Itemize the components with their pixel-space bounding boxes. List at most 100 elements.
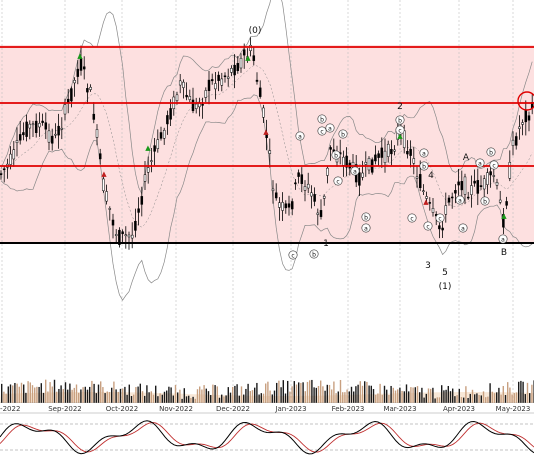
candle-body — [422, 190, 425, 192]
volume-bar — [278, 380, 280, 403]
volume-bar — [245, 388, 247, 403]
oscillator-panel — [0, 412, 534, 462]
volume-bar — [496, 392, 498, 403]
volume-bar — [60, 385, 62, 403]
candle-body — [527, 115, 531, 121]
volume-bar — [104, 393, 106, 403]
candle-body — [454, 190, 457, 194]
volume-bar — [326, 384, 328, 403]
volume-bar — [322, 386, 324, 403]
volume-bar — [179, 389, 181, 403]
candle-body — [450, 196, 454, 199]
volume-bar — [152, 394, 155, 403]
candle-body — [268, 150, 272, 154]
volume-bar — [309, 380, 311, 403]
circled-label: b — [341, 131, 345, 138]
volume-bar — [419, 392, 421, 403]
volume-bar — [284, 393, 287, 403]
volume-bar — [430, 388, 432, 403]
candle-body — [374, 154, 377, 162]
volume-bar — [58, 388, 60, 403]
candle-body — [463, 176, 467, 195]
x-tick-label: Feb-2023 — [332, 405, 365, 413]
circled-label: c — [398, 127, 401, 134]
volume-bar — [190, 398, 192, 403]
volume-bar — [414, 387, 416, 403]
volume-bar — [210, 395, 212, 403]
candle-body — [524, 109, 528, 123]
candle-body — [300, 174, 304, 184]
circled-label: b — [483, 198, 487, 205]
candle-body — [9, 153, 12, 165]
candle-body — [393, 149, 396, 152]
candle-body — [479, 185, 483, 187]
circled-label-ring — [350, 166, 360, 176]
candle-body — [290, 201, 294, 210]
volume-bar — [166, 390, 168, 403]
candle-body — [412, 158, 416, 164]
candle-body — [73, 80, 76, 84]
volume-bar — [421, 387, 423, 403]
circled-label-ring — [419, 161, 429, 171]
circled-label: b — [334, 152, 338, 159]
volume-bar — [185, 396, 188, 403]
volume-bar — [262, 393, 265, 403]
volume-bar — [163, 391, 166, 403]
circled-label-ring — [333, 176, 343, 186]
volume-bar — [399, 387, 401, 403]
volume-bar — [324, 390, 326, 403]
candle-body — [438, 225, 441, 230]
volume-bar — [192, 396, 194, 403]
volume-bar — [168, 386, 170, 403]
circled-label: c — [336, 178, 339, 185]
candle-body — [364, 162, 368, 165]
volume-bar — [181, 398, 183, 403]
horizontal-levels: ▲ ▲ ▲ ▲ ▲ ▲ ▲ ▲ — [0, 46, 534, 244]
candle-body — [271, 188, 275, 191]
volume-bar — [291, 386, 293, 403]
volume-bar — [1, 383, 3, 403]
candle-body — [447, 197, 451, 203]
candle-body — [130, 234, 134, 239]
volume-bar — [520, 380, 522, 403]
candle-body — [102, 178, 105, 191]
candle-body — [41, 120, 44, 123]
volume-bar — [386, 389, 388, 403]
candle-body — [95, 129, 99, 138]
circled-label-ring — [475, 158, 485, 168]
volume-bar — [155, 385, 157, 403]
candle-body — [498, 199, 502, 203]
candle-body — [441, 227, 444, 231]
volume-bar — [240, 386, 243, 403]
axis-strip — [0, 403, 534, 413]
candle-body — [428, 202, 432, 204]
volume-bar — [476, 393, 478, 403]
volume-bar — [298, 382, 300, 403]
candle-body — [156, 139, 160, 149]
circled-label: a — [298, 133, 302, 140]
signal-arrow: ▲ — [245, 54, 251, 62]
volume-bar — [229, 392, 232, 403]
volume-bar — [513, 393, 515, 403]
circled-label: b — [489, 149, 493, 156]
signal-arrow: ▲ — [145, 144, 151, 152]
volume-bar — [25, 392, 27, 403]
circled-label: c — [291, 252, 294, 259]
candle-body — [66, 98, 70, 103]
x-tick-label: Dec-2022 — [216, 405, 250, 413]
candle-body — [380, 147, 384, 158]
circled-label: a — [422, 150, 426, 157]
candle-body — [207, 79, 211, 91]
candle-body — [143, 174, 147, 182]
volume-bar — [113, 381, 115, 403]
circled-label: c — [426, 223, 429, 230]
candle-body — [92, 113, 96, 120]
volume-bar — [95, 393, 97, 403]
volume-bar — [300, 382, 302, 403]
volume-bar — [108, 392, 111, 403]
candle-body — [204, 90, 208, 98]
volume-bar — [295, 384, 298, 403]
candle-body — [127, 234, 131, 238]
volume-bar — [335, 393, 337, 403]
